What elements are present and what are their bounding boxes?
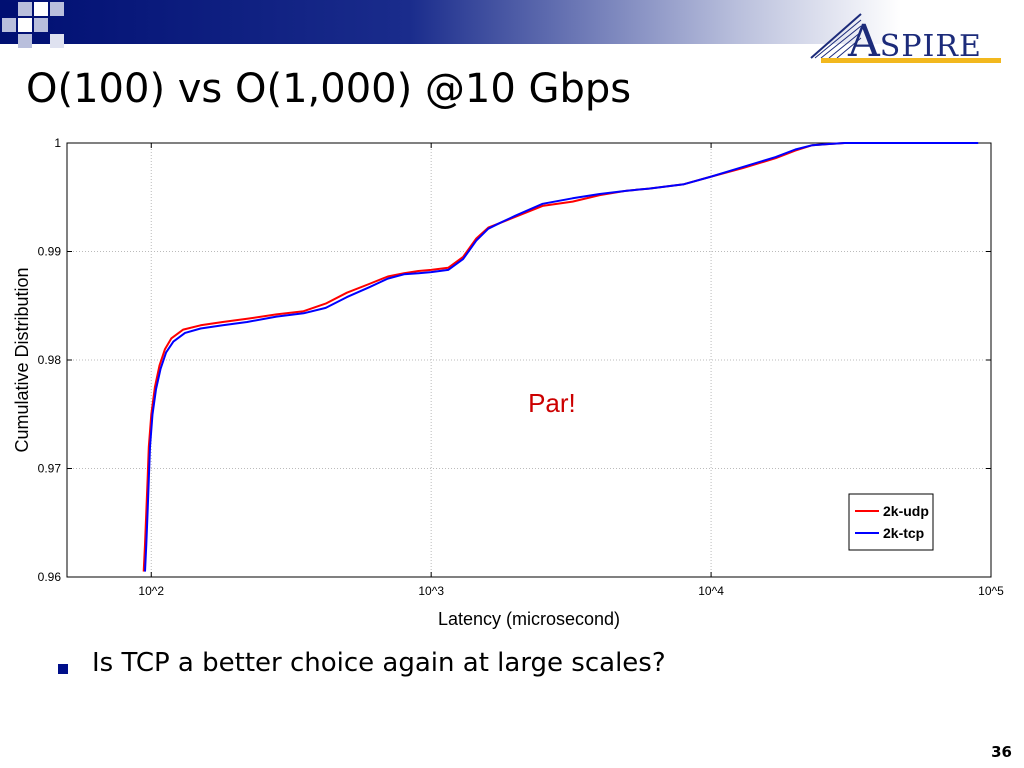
legend-box xyxy=(848,493,934,551)
legend-label-2k-tcp: 2k-tcp xyxy=(883,525,924,541)
latency-cdf-chart: 10^2 10^3 10^4 10^5 0.96 0.97 0.98 0.99 1 Latency… xyxy=(10,130,1014,635)
x-tick-label: 10^3 xyxy=(418,584,444,598)
y-tick-label: 1 xyxy=(54,136,61,150)
x-tick-label: 10^5 xyxy=(978,584,1004,598)
series-line-2k-tcp xyxy=(144,142,979,572)
annotation-label: Par! xyxy=(528,388,576,418)
x-tick-label: 10^2 xyxy=(138,584,164,598)
page-number: 36 xyxy=(991,743,1012,761)
x-tick-label: 10^4 xyxy=(698,584,724,598)
slide-title: O(100) vs O(1,000) @10 Gbps xyxy=(26,66,632,112)
y-tick-label: 0.99 xyxy=(38,245,62,259)
y-axis-label: Cumulative Distribution xyxy=(12,267,32,452)
y-tick-label: 0.96 xyxy=(38,570,62,584)
x-axis-label: Latency (microsecond) xyxy=(438,609,620,629)
bullet-marker xyxy=(58,664,68,674)
bridge-icon xyxy=(810,13,862,59)
y-tick-label: 0.97 xyxy=(38,462,62,476)
legend-label-2k-udp: 2k-udp xyxy=(883,503,929,519)
aspire-logo: ASPIRE xyxy=(803,6,1018,68)
y-tick-label: 0.98 xyxy=(38,353,62,367)
logo-underline xyxy=(821,58,1001,63)
chart-svg: 10^2 10^3 10^4 10^5 0.96 0.97 0.98 0.99 1 Latency… xyxy=(12,136,1004,629)
bullet-text: Is TCP a better choice again at large sc… xyxy=(92,648,666,678)
corner-squares-decoration xyxy=(0,0,90,60)
